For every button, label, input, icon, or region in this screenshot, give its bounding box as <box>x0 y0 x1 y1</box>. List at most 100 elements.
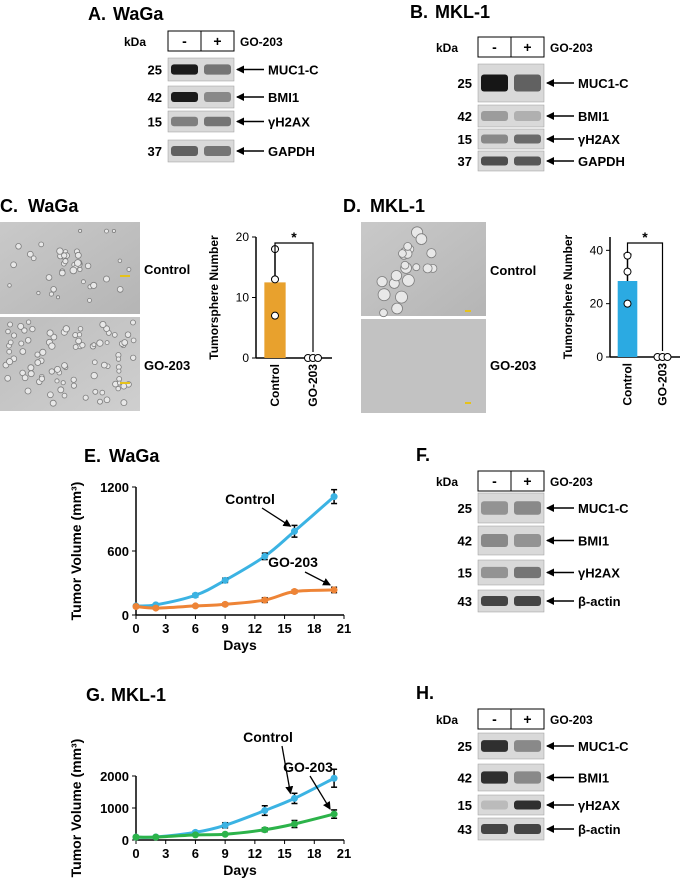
band-label: γH2AX <box>578 132 620 147</box>
x-tick-label: 21 <box>337 621 351 636</box>
cell <box>46 329 54 337</box>
cell <box>18 340 25 347</box>
band-control <box>481 596 508 606</box>
band-go203 <box>514 156 541 166</box>
micrograph-waga-control <box>0 222 140 314</box>
cell <box>56 295 61 300</box>
cell <box>50 333 58 341</box>
cell <box>27 364 35 372</box>
data-point <box>290 588 298 596</box>
bar-Control <box>617 281 638 357</box>
cell <box>79 342 86 349</box>
x-tick-label: 15 <box>277 621 291 636</box>
cell <box>70 382 77 389</box>
cell <box>36 290 41 296</box>
cell <box>379 308 388 318</box>
cell <box>403 242 413 251</box>
data-point <box>152 604 160 612</box>
lane-minus-label: - <box>492 711 497 727</box>
band-control <box>171 64 198 75</box>
data-point <box>623 267 632 276</box>
significance-star: * <box>642 229 648 245</box>
cell <box>103 396 111 404</box>
y-tick-label: 1200 <box>100 480 129 495</box>
x-tick-label: 15 <box>277 846 291 861</box>
band-control <box>481 74 508 92</box>
band-label: MUC1-C <box>578 501 629 516</box>
panel-G-title: MKL-1 <box>111 685 166 705</box>
y-axis-label: Tumor Volume (mm³) <box>68 482 84 621</box>
cell <box>38 241 44 248</box>
cell <box>34 359 42 366</box>
y-axis-label: Tumor Volume (mm³) <box>68 739 84 878</box>
data-point <box>623 299 632 308</box>
cell <box>29 325 36 333</box>
kda-label: kDa <box>124 35 146 49</box>
panel-E-letter: E. <box>84 446 101 466</box>
y-axis-label: Tumorsphere Number <box>561 234 575 359</box>
cell <box>47 391 54 399</box>
kda-label: kDa <box>436 41 458 55</box>
lane-plus-label: + <box>523 711 531 727</box>
blot-strip <box>477 794 545 816</box>
cell <box>54 378 60 384</box>
band-control <box>171 146 198 156</box>
data-point <box>330 774 338 782</box>
x-tick-label: 3 <box>162 621 169 636</box>
kda-marker: 43 <box>458 822 472 837</box>
cell <box>45 274 53 281</box>
panel-F-letter: F. <box>416 445 430 465</box>
cell <box>77 326 84 332</box>
cell <box>81 279 86 285</box>
x-tick-label: 12 <box>248 846 262 861</box>
band-go203 <box>514 800 541 810</box>
cell <box>61 392 68 399</box>
series-arrow <box>309 775 331 810</box>
cell <box>104 340 110 346</box>
series-line-GO-203 <box>135 588 335 610</box>
cell <box>97 398 103 405</box>
cell <box>25 337 32 344</box>
bar-chart-D: 0 20 40 Tumorsphere Number Control GO-203 * <box>561 229 680 406</box>
cell <box>74 251 82 259</box>
band-go203 <box>514 111 541 121</box>
y-tick-label: 0 <box>596 350 603 364</box>
kda-marker: 25 <box>148 63 162 78</box>
band-go203 <box>204 64 231 75</box>
cell <box>48 342 56 350</box>
band-control <box>481 740 508 752</box>
cell <box>50 286 57 293</box>
band-control <box>481 501 508 515</box>
micrograph-label-go203: GO-203 <box>144 358 190 373</box>
band-control <box>481 134 508 144</box>
band-control <box>481 800 508 810</box>
cell <box>69 266 78 275</box>
data-point <box>290 794 298 802</box>
y-tick-label: 0 <box>242 351 249 365</box>
cell <box>112 332 118 338</box>
micrograph-waga-go203 <box>0 317 140 411</box>
data-point <box>663 353 672 361</box>
band-control <box>481 156 508 166</box>
band-label: γH2AX <box>268 115 310 130</box>
kda-marker: 42 <box>458 771 472 786</box>
y-axis-label: Tumorsphere Number <box>207 235 221 360</box>
blot-strip <box>167 139 235 163</box>
panel-C-letter: C. <box>0 196 18 216</box>
cell <box>84 262 92 270</box>
panel-G-letter: G. <box>86 685 105 705</box>
blot-strip <box>167 85 235 109</box>
treatment-label: GO-203 <box>550 713 593 727</box>
cell <box>103 325 110 333</box>
cell <box>24 387 32 395</box>
cell <box>48 291 54 297</box>
treatment-label: GO-203 <box>240 35 283 49</box>
series-label-Control: Control <box>225 491 275 507</box>
x-tick-label: Control <box>621 363 635 406</box>
cell <box>17 322 25 330</box>
micrograph-mkl-go203 <box>361 319 486 413</box>
band-label: BMI1 <box>578 109 609 124</box>
kda-marker: 15 <box>458 132 472 147</box>
y-tick-label: 20 <box>590 297 604 311</box>
x-tick-label: 3 <box>162 846 169 861</box>
